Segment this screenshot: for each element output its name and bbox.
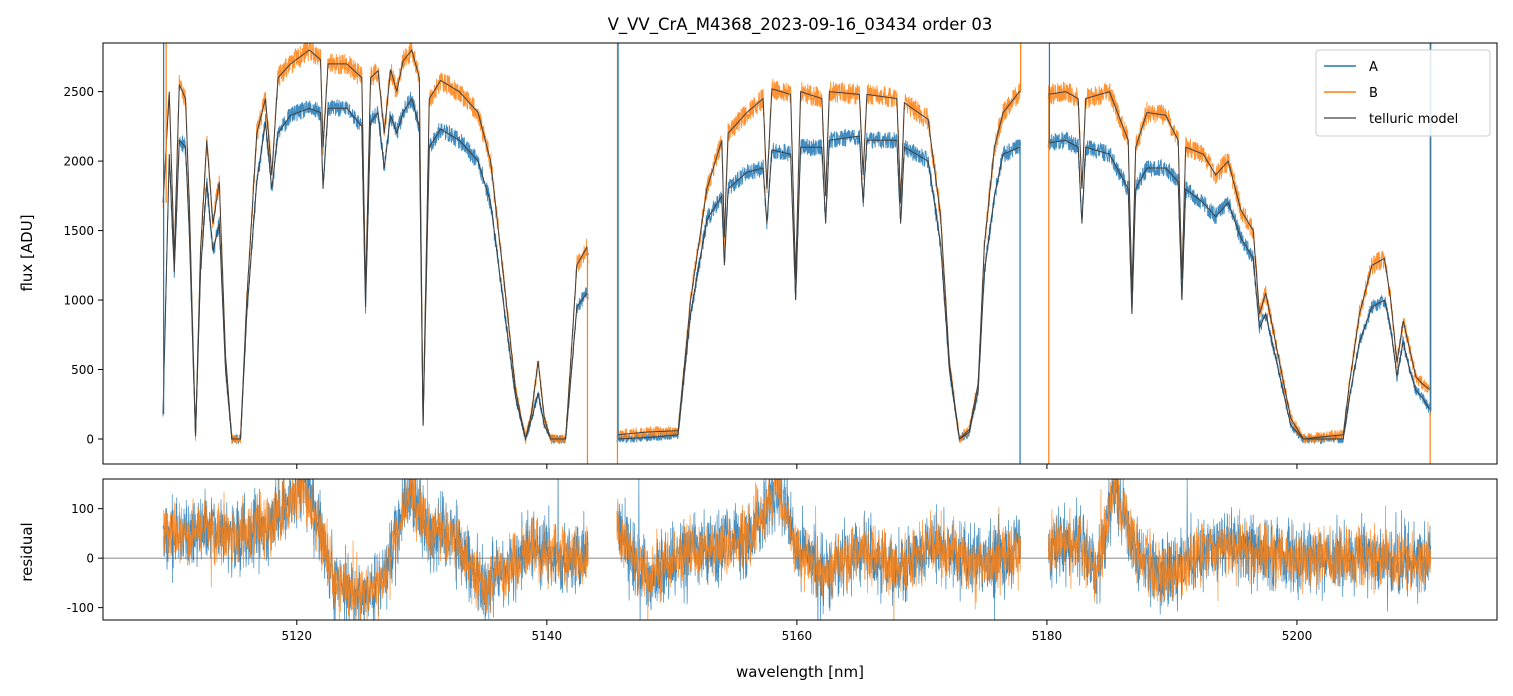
- flux-x-ticks: [296, 464, 1298, 469]
- x-tick-label-5: 5200: [1282, 629, 1313, 643]
- flux-y-axis-label: flux [ADU]: [18, 214, 36, 291]
- x-tick-label-4: 5180: [1032, 629, 1063, 643]
- residual-y-tick-label-1: -100: [67, 601, 94, 615]
- flux-plot-area: [162, 43, 1432, 464]
- residual-y-axis-label: residual: [18, 522, 36, 581]
- telluric-model-b-segment-2: [616, 88, 1021, 441]
- residual-y-tick-label-2: 0: [86, 552, 94, 566]
- x-tick-label-1: 5120: [282, 629, 313, 643]
- legend: A B telluric model: [1315, 49, 1491, 137]
- telluric-model-b-segment-1: [162, 48, 589, 440]
- residual-x-ticks: 5120 5140 5160 5180 5200: [282, 620, 1313, 643]
- residual-series-b-segment-2: [616, 479, 1022, 620]
- telluric-model-b-segment-3: [1048, 91, 1432, 440]
- chart-title: V_VV_CrA_M4368_2023-09-16_03434 order 03: [608, 15, 993, 35]
- telluric-model-a-segment-2: [616, 135, 1021, 440]
- flux-y-tick-label-4: 1500: [63, 224, 94, 238]
- flux-panel: 0 500 1000 1500 2000 2500 flux [ADU]: [18, 42, 1498, 469]
- flux-y-ticks: 0 500 1000 1500 2000 2500: [63, 85, 103, 446]
- x-tick-label-2: 5140: [532, 629, 563, 643]
- x-tick-label-3: 5160: [782, 629, 813, 643]
- legend-label-b: B: [1369, 86, 1378, 101]
- residual-plot-area: [103, 479, 1497, 620]
- flux-y-tick-label-3: 1000: [63, 294, 94, 308]
- x-axis-label: wavelength [nm]: [736, 663, 864, 681]
- flux-y-tick-label-6: 2500: [63, 85, 94, 99]
- legend-label-a: A: [1369, 60, 1378, 75]
- flux-y-tick-label-1: 0: [86, 432, 94, 446]
- residual-series-b-segment-3: [1047, 479, 1432, 603]
- telluric-model-a-segment-3: [1048, 139, 1432, 440]
- flux-y-tick-label-5: 2000: [63, 155, 94, 169]
- flux-axes-frame: [102, 42, 1498, 465]
- flux-series-b-segment-3: [1047, 81, 1432, 444]
- flux-y-tick-label-2: 500: [71, 363, 94, 377]
- residual-series-b-segment-1: [162, 479, 589, 620]
- residual-y-ticks: -100 0 100: [67, 502, 103, 615]
- legend-box: [1315, 49, 1491, 137]
- residual-axes-frame: [102, 478, 1498, 621]
- residual-y-tick-label-3: 100: [71, 502, 94, 516]
- residual-panel: -100 0 100 5120 5140 5160 5180 5200 residual: [18, 478, 1498, 643]
- legend-label-model: telluric model: [1369, 112, 1458, 127]
